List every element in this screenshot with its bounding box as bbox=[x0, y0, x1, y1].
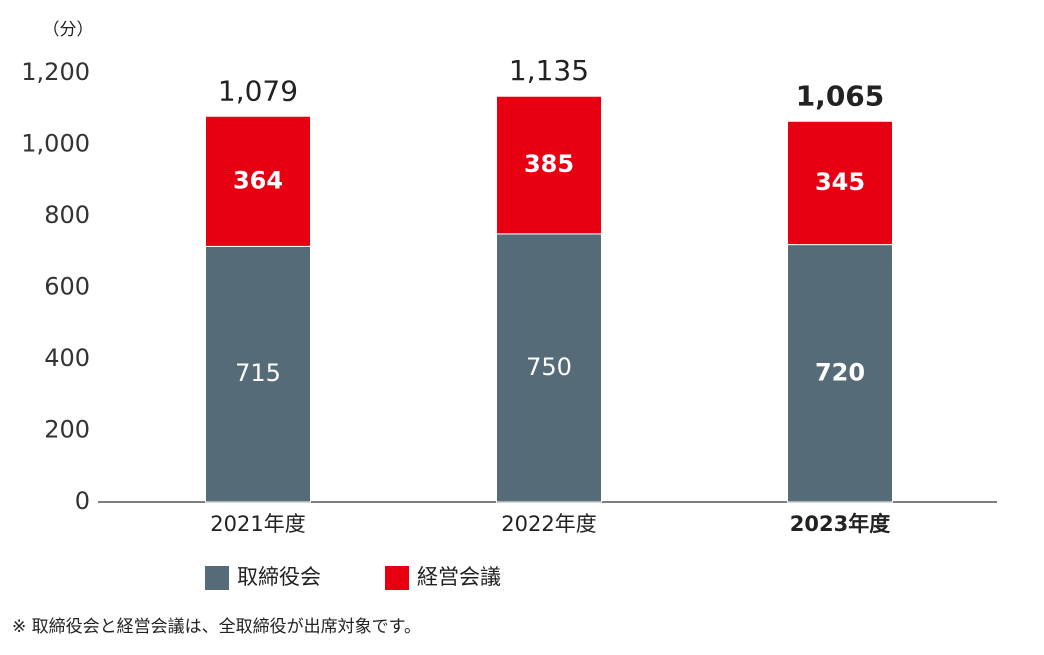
value-label: 364 bbox=[233, 166, 283, 194]
bar-segment bbox=[496, 95, 602, 235]
value-label: 720 bbox=[815, 358, 865, 386]
bar-segment bbox=[205, 115, 311, 247]
y-tick-label: 1,000 bbox=[21, 130, 90, 158]
value-label: 715 bbox=[235, 359, 281, 387]
y-tick-label: 600 bbox=[44, 273, 90, 301]
total-label: 1,065 bbox=[796, 79, 885, 112]
legend-swatch bbox=[385, 566, 409, 590]
total-label: 1,135 bbox=[509, 54, 589, 87]
y-tick-label: 0 bbox=[75, 487, 90, 515]
x-tick-label: 2022年度 bbox=[501, 512, 596, 536]
x-tick-label: 2023年度 bbox=[790, 512, 890, 536]
bar-segment bbox=[496, 233, 602, 503]
y-tick-label: 1,200 bbox=[21, 58, 90, 86]
unit-label: （分） bbox=[43, 20, 94, 40]
footnote: ※ 取締役会と経営会議は、全取締役が出席対象です。 bbox=[12, 617, 421, 637]
bar-segment bbox=[787, 120, 893, 246]
x-tick-label: 2021年度 bbox=[210, 512, 305, 536]
legend-label: 取締役会 bbox=[237, 565, 321, 589]
value-label: 750 bbox=[526, 353, 572, 381]
value-label: 345 bbox=[815, 168, 865, 196]
y-tick-label: 400 bbox=[44, 344, 90, 372]
legend-label: 経営会議 bbox=[417, 565, 501, 589]
legend-swatch bbox=[205, 566, 229, 590]
y-tick-label: 200 bbox=[44, 416, 90, 444]
y-tick-label: 800 bbox=[44, 201, 90, 229]
value-label: 385 bbox=[524, 150, 574, 178]
bar-segment bbox=[205, 245, 311, 503]
total-label: 1,079 bbox=[218, 74, 298, 107]
bar-segment bbox=[787, 244, 893, 503]
